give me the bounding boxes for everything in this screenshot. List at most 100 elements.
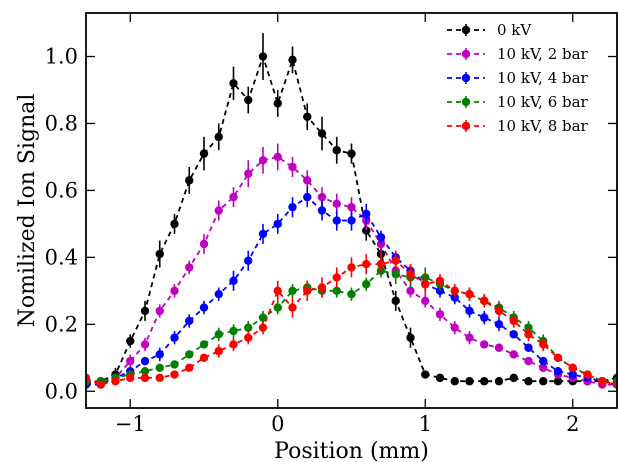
data-point [214, 330, 223, 339]
data-point [258, 52, 268, 61]
data-point [494, 320, 504, 329]
data-point [288, 202, 297, 212]
data-point [539, 356, 548, 366]
x-axis-title: Position (mm) [274, 439, 429, 462]
data-point [524, 356, 533, 366]
data-point [450, 377, 459, 386]
data-point [185, 176, 194, 185]
legend: 0 kV 10 kV, 2 bar 10 kV, 4 bar 10 kV, 6 bar… [447, 21, 589, 135]
legend-marker [461, 25, 471, 35]
data-point [303, 192, 312, 202]
data-point [258, 313, 268, 322]
legend-marker [461, 97, 471, 107]
series-3 [86, 264, 617, 386]
data-point [406, 269, 415, 279]
data-point [111, 377, 120, 386]
x-tick-label: 2 [566, 412, 579, 436]
legend-label: 10 kV, 8 bar [497, 117, 589, 135]
legend-label: 10 kV, 4 bar [497, 69, 589, 87]
y-tick-label: 1.0 [45, 45, 78, 69]
data-point [140, 366, 150, 376]
data-point [199, 239, 209, 249]
data-point [391, 296, 400, 306]
series-line-3 [86, 269, 617, 383]
data-point [347, 149, 356, 158]
data-point [480, 377, 489, 386]
data-point [170, 360, 179, 369]
data-point [465, 377, 474, 386]
data-point [362, 209, 371, 219]
data-point [126, 356, 135, 366]
data-point [258, 323, 268, 332]
data-point [214, 289, 223, 299]
data-point [406, 333, 415, 342]
data-point [244, 256, 253, 265]
data-point [170, 286, 179, 296]
legend-marker [461, 49, 471, 59]
data-point [553, 366, 563, 376]
data-point [332, 273, 341, 282]
data-point [480, 296, 489, 306]
data-point [406, 286, 415, 296]
data-point [258, 229, 268, 239]
data-point [170, 333, 179, 342]
data-point [465, 289, 474, 299]
data-point [465, 306, 474, 316]
legend-item-1: 10 kV, 2 bar [447, 45, 589, 63]
data-point [288, 286, 297, 296]
data-point [539, 363, 548, 373]
data-point [229, 326, 238, 336]
data-point [303, 176, 312, 185]
data-point [199, 353, 209, 362]
data-point [229, 276, 238, 285]
data-point [391, 269, 400, 279]
data-point [509, 350, 518, 359]
data-point [244, 333, 253, 342]
data-point [332, 146, 341, 155]
data-point [435, 310, 445, 319]
data-point [155, 373, 164, 383]
data-point [126, 336, 135, 346]
data-point [214, 206, 223, 215]
series-4 [86, 250, 617, 389]
data-point [303, 286, 312, 296]
data-point [199, 303, 209, 312]
data-point [332, 199, 341, 209]
data-point [155, 306, 164, 316]
data-point [229, 340, 238, 349]
data-point [273, 152, 282, 162]
data-point [391, 256, 400, 265]
data-point [140, 356, 150, 366]
x-tick-label: 1 [419, 412, 432, 436]
data-point [583, 370, 592, 379]
data-point [524, 377, 533, 386]
legend-label: 10 kV, 2 bar [497, 45, 589, 63]
x-tick-label: 0 [271, 412, 284, 436]
data-point [288, 303, 297, 312]
data-point [199, 149, 209, 158]
y-tick-label: 0.0 [45, 379, 78, 403]
legend-item-3: 10 kV, 6 bar [447, 93, 589, 111]
data-point [170, 219, 179, 229]
data-point [229, 192, 238, 202]
data-point [347, 263, 356, 272]
legend-marker [461, 73, 471, 83]
data-point [332, 286, 341, 296]
data-point [347, 202, 356, 212]
data-point [509, 316, 518, 326]
legend-marker [461, 121, 471, 131]
data-point [288, 162, 297, 172]
legend-label: 0 kV [497, 21, 532, 39]
data-point [450, 323, 459, 332]
legend-item-4: 10 kV, 8 bar [447, 117, 589, 135]
data-point [303, 112, 312, 121]
plot-frame [85, 12, 618, 409]
data-point [86, 373, 91, 383]
data-point [244, 323, 253, 332]
data-point [273, 303, 282, 312]
data-point [347, 289, 356, 299]
data-point [155, 363, 164, 373]
data-point [480, 340, 489, 349]
data-point [421, 279, 430, 289]
